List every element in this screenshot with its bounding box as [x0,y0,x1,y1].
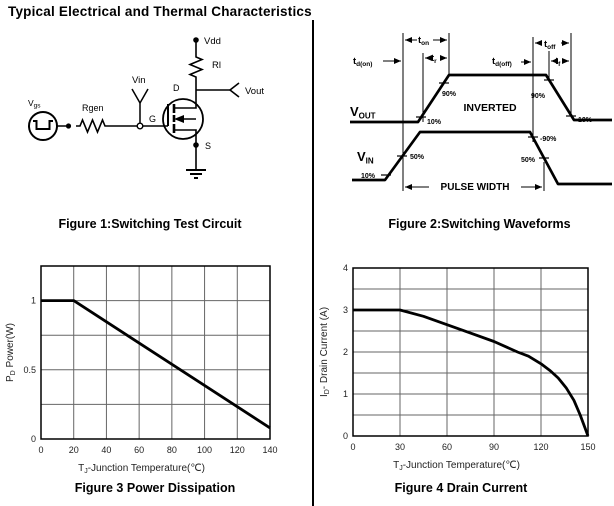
generator-terminal [65,123,72,129]
vin-label: Vin [132,75,146,86]
x-axis-label: TJ-Junction Temperature(℃) [393,460,520,472]
t-d-off-label: td(off) [492,56,512,68]
vin-fall-90: -90% [540,136,557,143]
vout-branch [195,81,240,104]
chart-drain-current: 0 30 60 90 120 150 0 1 2 3 4 TJ-Junction Temperatur… [319,263,596,472]
y-axis-label: PD Power(W) [5,323,17,382]
dimension-arrows [383,37,569,190]
vin-arrow [131,88,149,123]
resistor-rl [187,53,205,81]
y-tick-label: 4 [343,263,348,273]
y-tick-label: 1 [343,389,348,399]
t-on-label: ton [418,35,429,47]
vin-waveform [352,130,612,186]
vout-waveform [350,73,612,124]
vin-rise-10: 10% [361,173,376,180]
column-divider [312,20,314,506]
chart-grid [352,267,589,437]
y-tick-label: 3 [343,305,348,315]
vin-signal-label: VIN [357,149,374,166]
source-label: S [205,141,211,151]
y-tick-label: 2 [343,347,348,357]
pulse-glyph [33,120,53,130]
gate-node [136,122,144,130]
rgen-label: Rgen [82,103,104,113]
vout-rise-10: 10% [427,119,442,126]
x-tick-label: 30 [395,442,405,452]
drain-label: D [173,83,180,93]
vgs-label: Vgs [28,98,41,110]
percent-ticks [381,79,576,176]
pulse-source [28,111,58,141]
vout-fall-90: 90% [531,93,546,100]
figure1-caption: Figure 1:Switching Test Circuit [58,217,242,231]
rl-label: Rl [212,60,221,71]
x-axis-label: TJ-Junction Temperature(℃) [78,463,205,475]
mosfet-body-arrow [174,115,184,123]
vdd-label: Vdd [204,36,221,47]
figure2-waveforms: ton tr td(on) td(off) toff tf 10% 90% 90… [350,33,612,193]
gate-label: G [149,114,156,124]
x-tick-label: 100 [197,445,212,455]
pulse-width-label: PULSE WIDTH [441,182,510,193]
t-off-label: toff [544,39,556,51]
vout-label: Vout [245,86,264,97]
inverted-label: INVERTED [463,102,517,114]
figure4-caption: Figure 4 Drain Current [394,481,528,495]
x-tick-label: 60 [134,445,144,455]
data-line [353,308,590,437]
source-terminal [193,142,199,148]
chart-border [40,265,271,440]
x-tick-label: 80 [167,445,177,455]
vin-rise-50: 50% [410,154,425,161]
vdd-terminal [193,37,199,53]
x-tick-label: 120 [230,445,245,455]
y-tick-label: 0.5 [23,365,36,375]
vout-rise-90: 90% [442,91,457,98]
t-r-label: tr [431,53,437,65]
chart-power-dissipation: 0 20 40 60 80 100 120 140 0 0.5 1 TJ-Junction Tempe… [5,265,278,475]
vout-fall-10: 10% [578,117,593,124]
mosfet [140,98,204,145]
ground-symbol [186,169,206,179]
page-title: Typical Electrical and Thermal Character… [8,4,312,19]
data-line [41,299,271,430]
figure3-caption: Figure 3 Power Dissipation [74,481,236,495]
y-axis-label: ID- Drain Current (A) [319,307,331,397]
t-f-label: tf [555,56,561,68]
x-tick-label: 60 [442,442,452,452]
x-tick-label: 140 [262,445,277,455]
x-tick-label: 90 [489,442,499,452]
x-tick-label: 150 [580,442,595,452]
x-tick-label: 0 [38,445,43,455]
vout-signal-label: VOUT [350,104,376,121]
figure2-caption: Figure 2:Switching Waveforms [388,217,571,231]
figure1-circuit: Vdd Rl Vout D G S [28,36,264,179]
chart-border [352,267,589,437]
vout-arrow [229,82,240,91]
y-tick-label: 0 [31,434,36,444]
y-tick-label: 0 [343,431,348,441]
x-tick-label: 40 [101,445,111,455]
y-tick-label: 1 [31,296,36,306]
t-d-on-label: td(on) [353,56,372,68]
resistor-rgen [76,117,109,135]
x-tick-label: 120 [533,442,548,452]
x-tick-label: 20 [69,445,79,455]
vin-fall-50: 50% [521,157,536,164]
x-tick-label: 0 [350,442,355,452]
